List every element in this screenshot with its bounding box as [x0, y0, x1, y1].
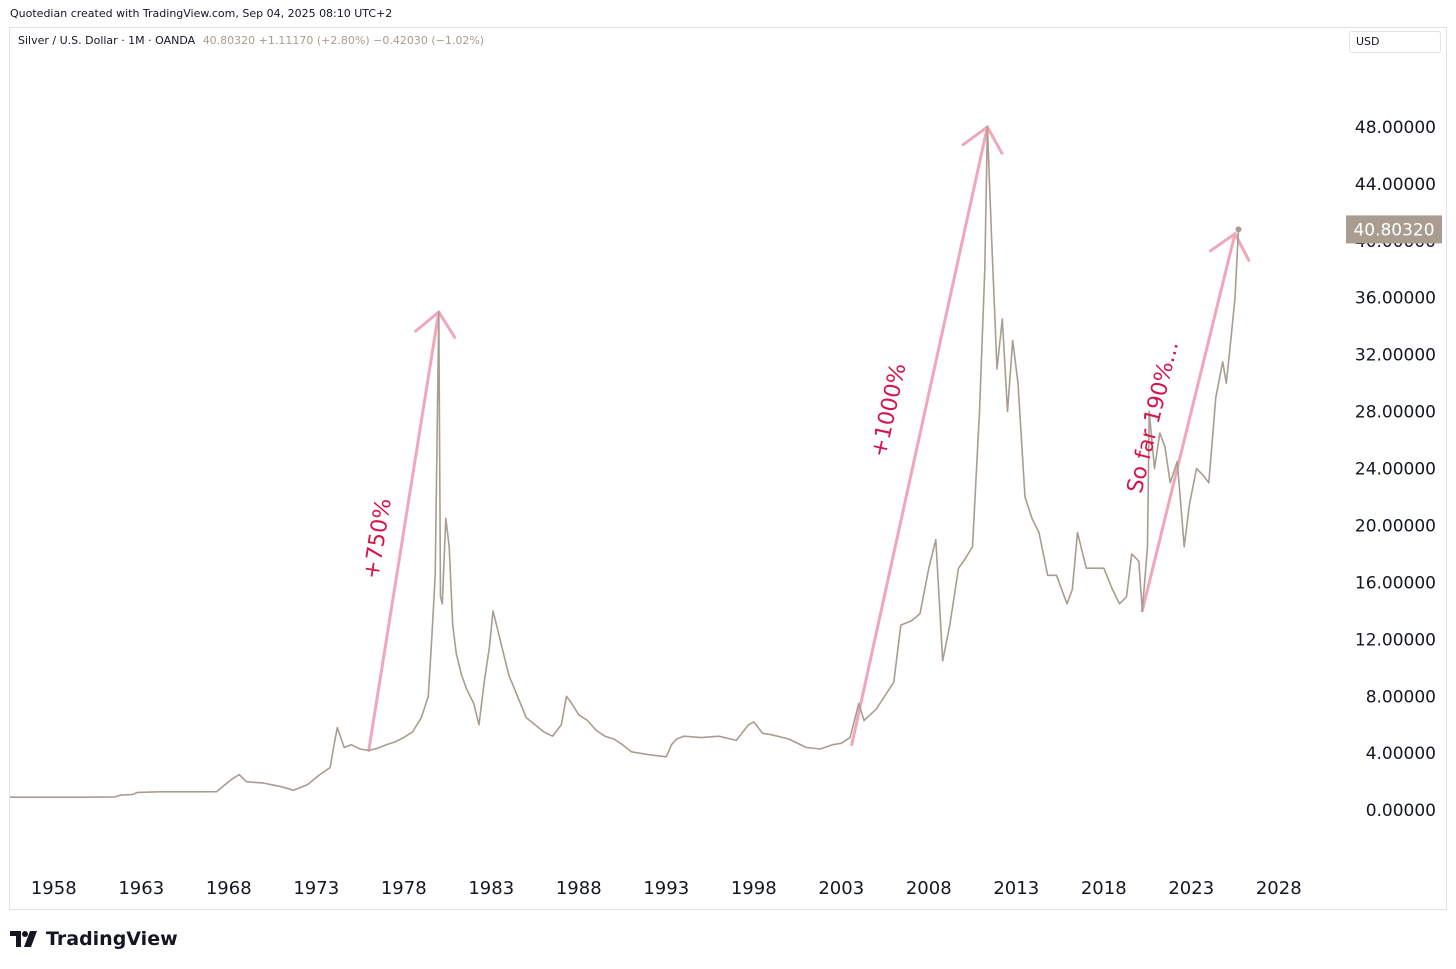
annotations: +750%+1000% So far 190%...	[359, 339, 1184, 581]
y-tick-label: 44.00000	[1355, 175, 1436, 195]
trend-arrow	[367, 310, 457, 752]
price-line	[10, 126, 1240, 798]
last-price-dot	[1235, 226, 1242, 233]
y-tick-label: 12.00000	[1355, 630, 1436, 650]
y-tick-label: 24.00000	[1355, 460, 1436, 480]
brand-name: TradingView	[46, 928, 178, 950]
annotation-label: +750%	[359, 497, 397, 581]
y-tick-label: 48.00000	[1355, 118, 1436, 138]
x-tick-label: 1963	[118, 878, 164, 899]
x-tick-label: 1993	[643, 878, 689, 899]
ohlc-values: 40.80320 +1.11170 (+2.80%) −0.42030 (−1.…	[202, 34, 485, 47]
x-tick-label: 2013	[993, 878, 1039, 899]
trend-arrow	[850, 125, 1004, 747]
x-tick-label: 2003	[818, 878, 864, 899]
x-tick-label: 2028	[1256, 878, 1302, 899]
x-tick-label: 1968	[206, 878, 252, 899]
y-tick-label: 16.00000	[1355, 573, 1436, 593]
trend-arrows	[367, 125, 1251, 752]
y-tick-label: 28.00000	[1355, 403, 1436, 423]
y-tick-label: 4.00000	[1366, 744, 1436, 764]
y-tick-label: 8.00000	[1366, 687, 1436, 707]
last-price-text: 40.80320	[1353, 220, 1434, 240]
x-tick-label: 1998	[731, 878, 777, 899]
brand-logo[interactable]: TradingView	[10, 928, 178, 950]
y-tick-label: 0.00000	[1366, 801, 1436, 821]
tradingview-logo-icon	[10, 931, 37, 947]
x-tick-label: 1978	[381, 878, 427, 899]
last-price-label: 40.80320	[1346, 215, 1442, 244]
x-tick-label: 2018	[1081, 878, 1127, 899]
y-tick-label: 36.00000	[1355, 289, 1436, 309]
x-tick-label: 1983	[468, 878, 514, 899]
symbol-title[interactable]: Silver / U.S. Dollar · 1M · OANDA	[18, 34, 196, 47]
chart-frame[interactable]	[9, 27, 1447, 910]
y-tick-label: 20.00000	[1355, 516, 1436, 536]
x-tick-label: 2023	[1168, 878, 1214, 899]
x-axis: 1958 1963 1968 1973 1978 1983 1988 1993 1998 2003…	[31, 878, 1302, 899]
currency-button[interactable]: USD	[1349, 31, 1441, 53]
x-tick-label: 1958	[31, 878, 77, 899]
y-tick-label: 32.00000	[1355, 346, 1436, 366]
symbol-legend: Silver / U.S. Dollar · 1M · OANDA 40.803…	[18, 34, 484, 47]
x-tick-label: 1973	[293, 878, 339, 899]
x-tick-label: 1988	[556, 878, 602, 899]
x-tick-label: 2008	[906, 878, 952, 899]
chart-caption: Quotedian created with TradingView.com, …	[10, 7, 393, 20]
annotation-label: +1000%	[867, 361, 912, 459]
